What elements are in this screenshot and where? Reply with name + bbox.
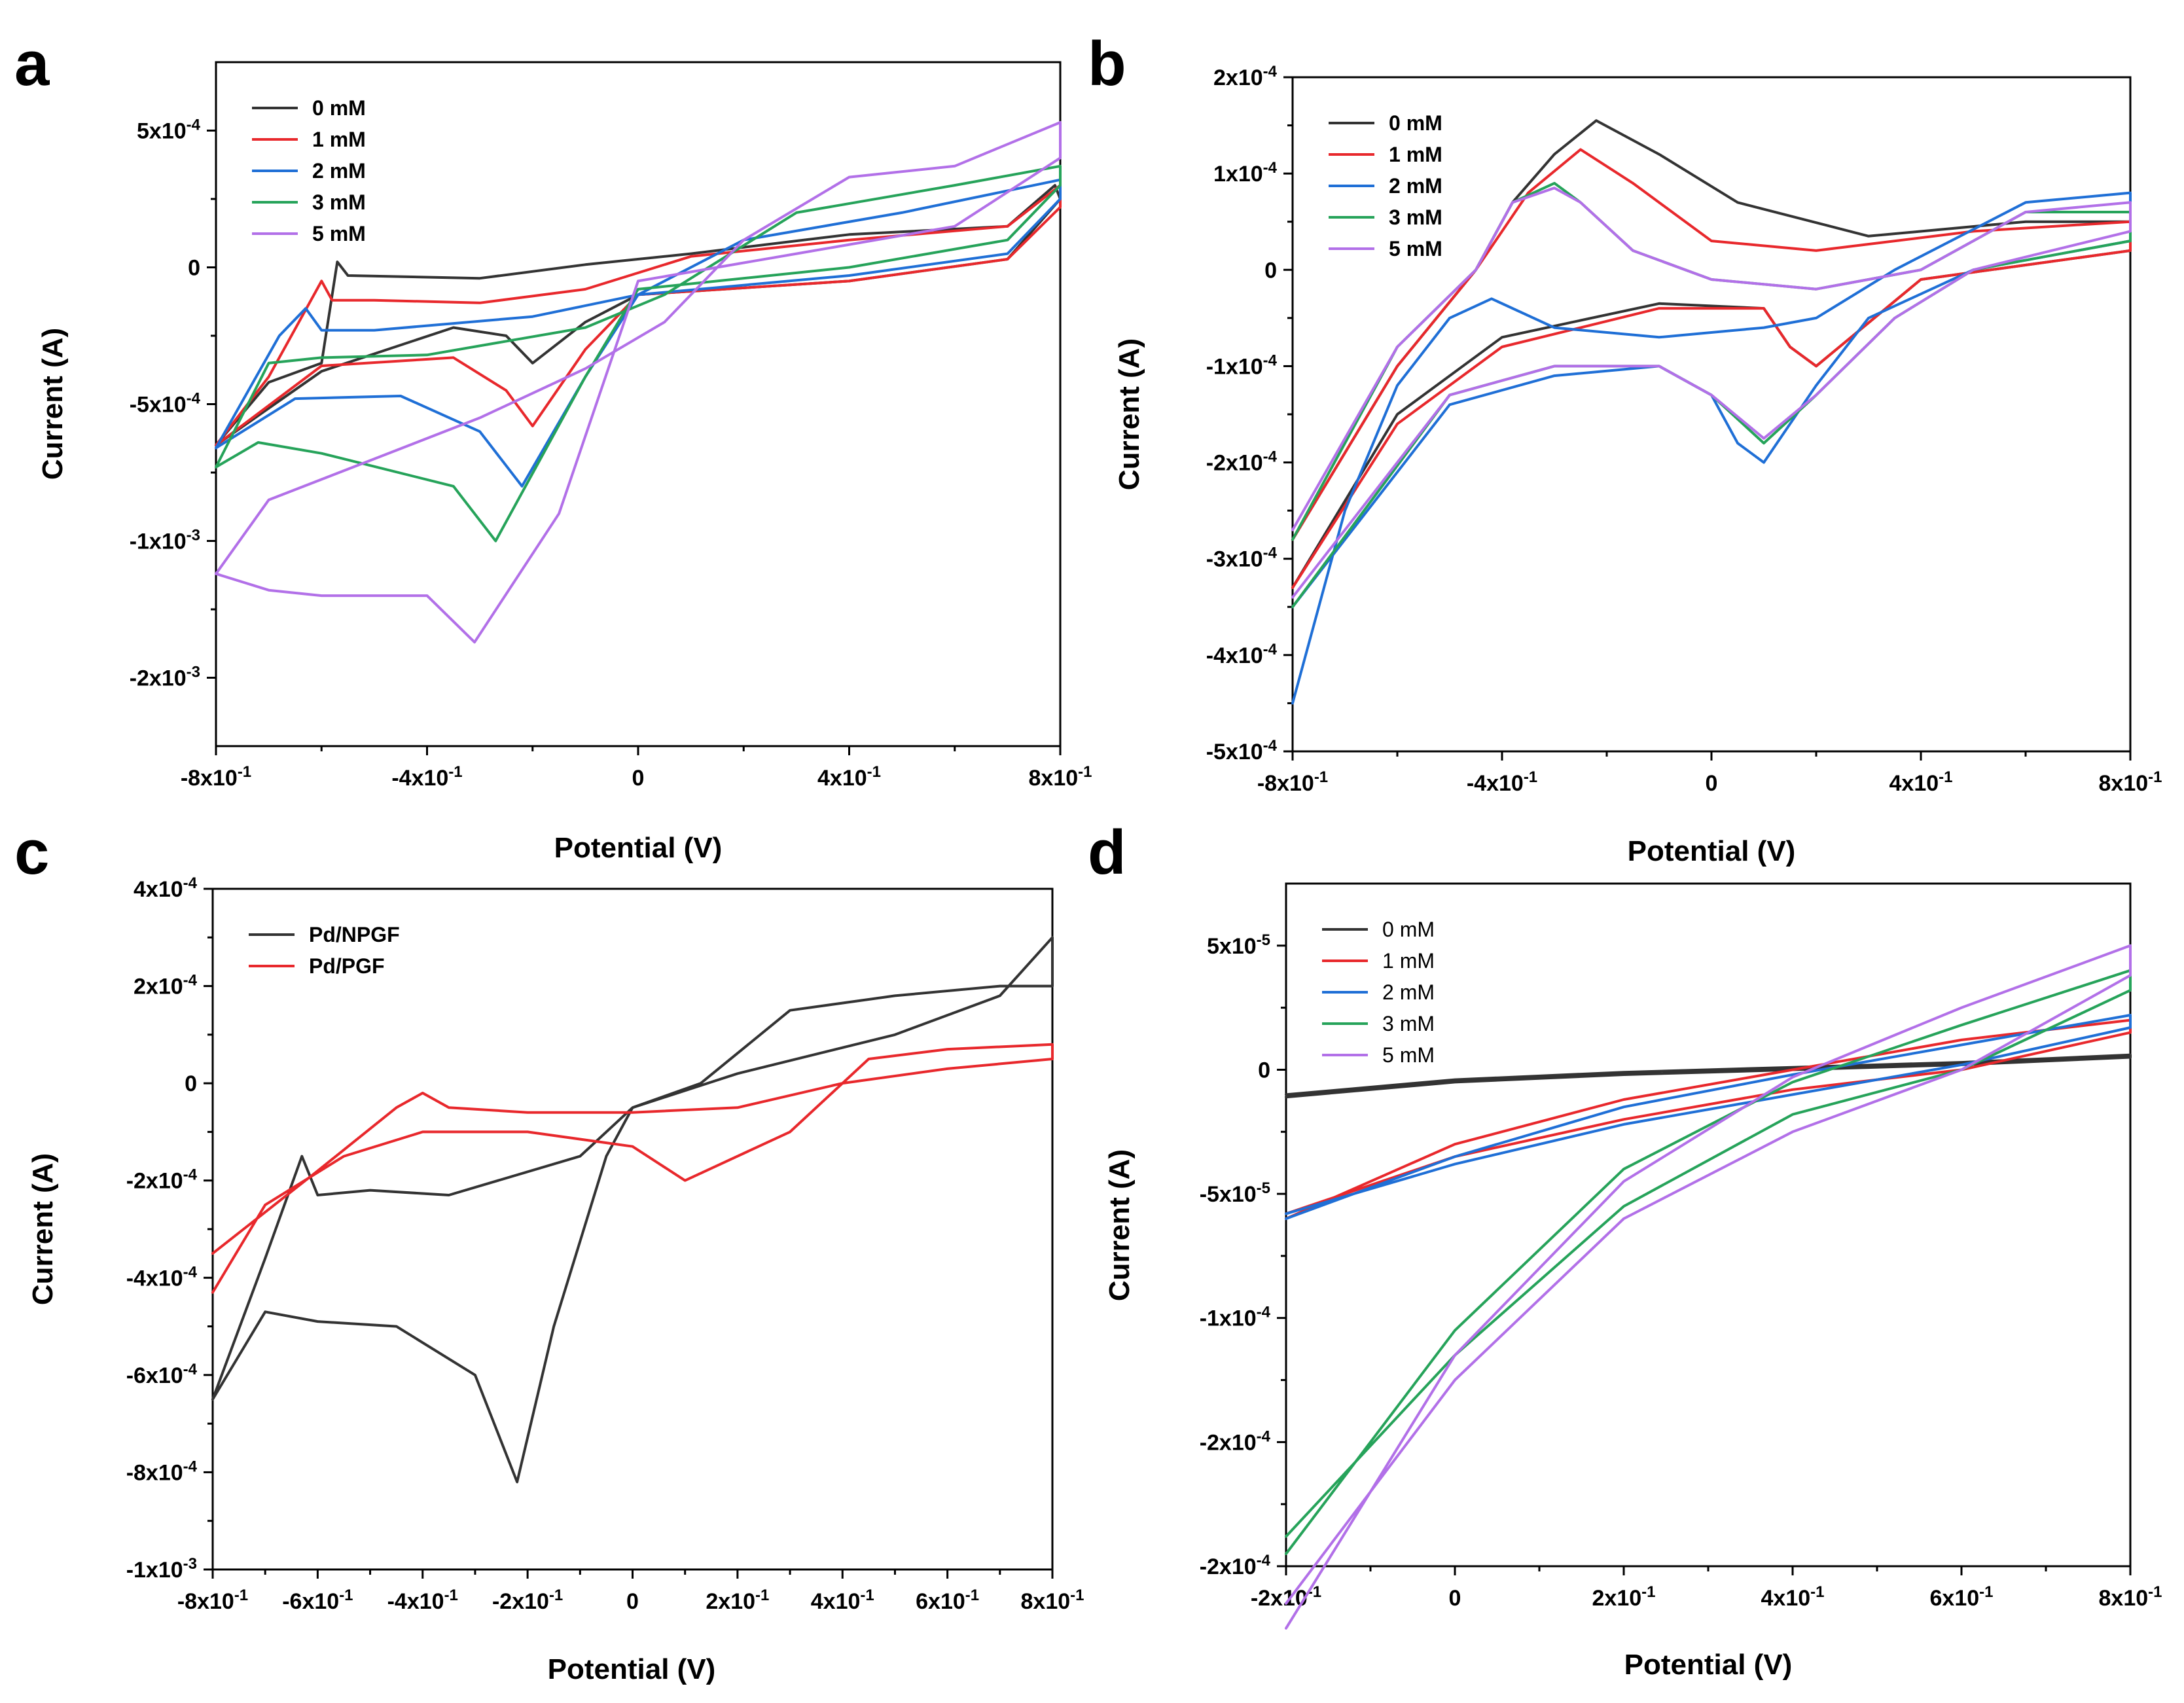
panel-label-a: a [14, 29, 50, 99]
panel-b: b -8x10-1 -4x10-1 0 4x10-1 8x10-12x10-41x10-… [1088, 29, 2162, 867]
y-axis-title-d: Current (A) [1103, 1149, 1136, 1301]
x-axis-title-d: Potential (V) [1624, 1649, 1793, 1681]
curves-a [215, 121, 1062, 644]
y-tick-label-c: 0 [185, 1071, 197, 1096]
series-curve-b-0 [1291, 119, 2132, 589]
legend-label-d-4: 5 mM [1382, 1043, 1435, 1067]
legend-label-b-2: 2 mM [1389, 174, 1442, 198]
panel-label-b: b [1088, 29, 1126, 99]
series-curve-d-3 [1285, 969, 2132, 1555]
series-curve-a-0 [215, 184, 1062, 447]
x-axis-title-c: Potential (V) [548, 1653, 716, 1685]
legend-d: 0 mM 1 mM 2 mM 3 mM 5 mM [1322, 918, 1435, 1067]
legend-label-a-1: 1 mM [312, 128, 366, 151]
legend-b: 0 mM 1 mM 2 mM 3 mM 5 mM [1329, 111, 1442, 260]
x-tick-label-b: -8x10-1 [1257, 768, 1328, 797]
series-curve-d-0 [1285, 1053, 2132, 1099]
y-tick-label-a: 0 [188, 256, 200, 281]
legend-label-c-1: Pd/PGF [309, 954, 385, 978]
x-tick-label-b: 0 [1706, 771, 1718, 796]
legend-label-b-0: 0 mM [1389, 111, 1442, 135]
x-tick-label-b: 4x10-1 [1889, 768, 1953, 797]
legend-label-b-4: 5 mM [1389, 237, 1442, 260]
legend-label-d-3: 3 mM [1382, 1012, 1435, 1035]
curves-b [1291, 119, 2132, 705]
panel-label-d: d [1088, 817, 1126, 887]
legend-label-b-3: 3 mM [1389, 206, 1442, 229]
y-axis-title-c: Current (A) [27, 1153, 59, 1305]
legend-label-d-1: 1 mM [1382, 949, 1435, 973]
y-axis-title-b: Current (A) [1113, 338, 1145, 490]
legend-label-d-2: 2 mM [1382, 980, 1435, 1004]
y-tick-label-d: -5x10-5 [1200, 1179, 1270, 1208]
x-axis-title-b: Potential (V) [1628, 835, 1796, 867]
x-tick-label-c: 0 [626, 1589, 639, 1614]
legend-label-a-2: 2 mM [312, 159, 366, 183]
series-curve-c-0 [211, 936, 1054, 1484]
y-axis-title-a: Current (A) [37, 328, 69, 480]
series-curve-d-2 [1285, 1014, 2132, 1220]
legend-label-a-0: 0 mM [312, 96, 366, 120]
series-curve-a-4 [215, 121, 1062, 644]
x-tick-label-c: 2x10-1 [706, 1586, 769, 1615]
y-tick-label-b: 0 [1264, 258, 1277, 283]
x-tick-label-d: 0 [1449, 1586, 1461, 1611]
panel-d: d -2x10-1 0 2x10-1 4x10-1 6x10-1 8x10-15x10-5… [1088, 817, 2162, 1681]
legend-a: 0 mM 1 mM 2 mM 3 mM 5 mM [252, 96, 366, 245]
legend-label-d-0: 0 mM [1382, 918, 1435, 941]
curves-c [211, 936, 1054, 1484]
curves-d [1285, 944, 2132, 1630]
series-curve-c-1 [211, 1043, 1054, 1294]
panel-c: c -8x10-1 -6x10-1 -4x10-1 -2x10-1 0 2x10-1 4x1… [14, 817, 1084, 1685]
series-curve-b-4 [1291, 187, 2132, 599]
legend-label-a-4: 5 mM [312, 222, 366, 245]
x-axis-title-a: Potential (V) [554, 832, 723, 864]
legend-label-b-1: 1 mM [1389, 143, 1442, 166]
x-tick-label-a: 0 [632, 766, 645, 791]
y-tick-label-d: 0 [1258, 1058, 1270, 1083]
y-tick-label-b: -4x10-4 [1206, 640, 1278, 668]
series-curve-a-2 [215, 178, 1062, 488]
series-curve-a-3 [215, 164, 1062, 543]
panel-label-c: c [14, 817, 49, 887]
x-tick-label-c: 6x10-1 [916, 1586, 979, 1615]
legend-label-a-3: 3 mM [312, 190, 366, 214]
legend-label-c-0: Pd/NPGF [309, 923, 400, 946]
legend-c: Pd/NPGF Pd/PGF [249, 923, 400, 978]
ticks-c: -8x10-1 -6x10-1 -4x10-1 -2x10-1 0 2x10-1 4x10-… [126, 874, 1084, 1615]
y-tick-label-a: 5x10-4 [137, 116, 201, 144]
ticks-b: -8x10-1 -4x10-1 0 4x10-1 8x10-12x10-41x10-40… [1206, 63, 2162, 797]
series-curve-d-4 [1285, 944, 2132, 1630]
